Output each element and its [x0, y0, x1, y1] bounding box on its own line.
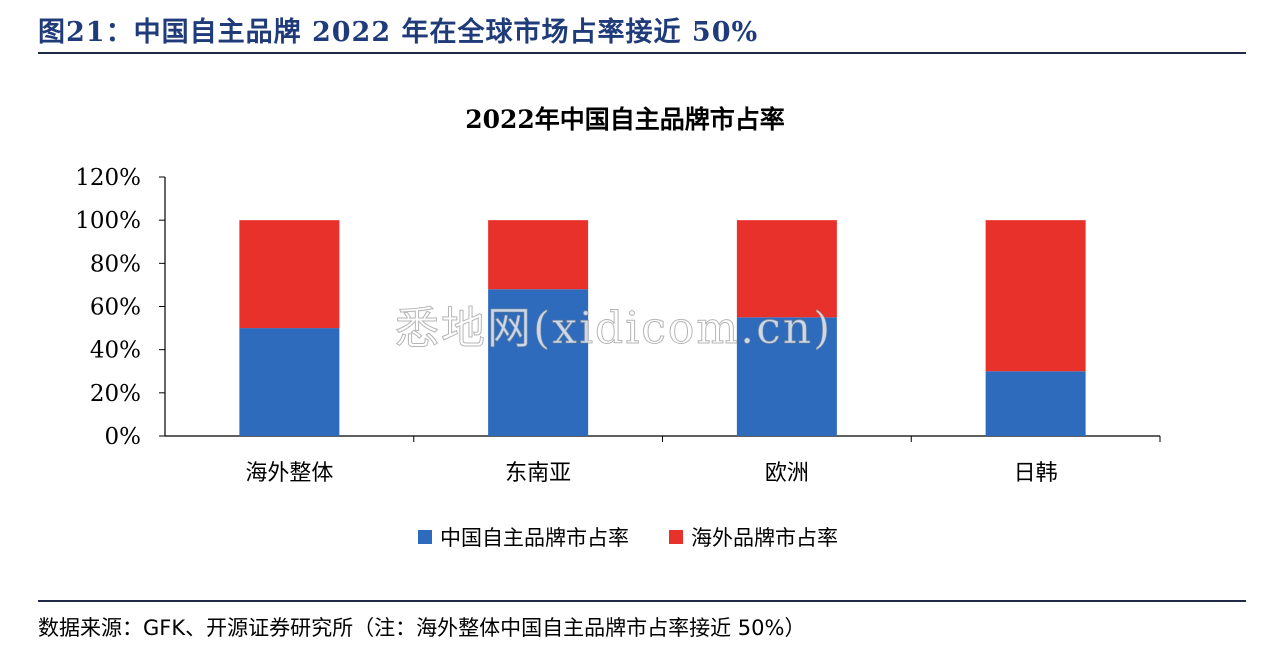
y-tick-label: 100% — [75, 208, 141, 234]
x-tick-label: 欧洲 — [765, 461, 809, 486]
y-tick-label: 40% — [90, 338, 141, 364]
x-tick-label: 东南亚 — [505, 461, 571, 486]
y-tick-label: 80% — [90, 251, 141, 277]
legend-label-china: 中国自主品牌市占率 — [440, 526, 629, 550]
bar-segment — [736, 317, 837, 436]
y-tick-label: 20% — [90, 381, 141, 407]
y-tick-label: 120% — [75, 165, 141, 191]
legend-item-china: 中国自主品牌市占率 — [418, 522, 629, 552]
bottom-rule — [38, 600, 1246, 602]
top-rule — [38, 52, 1246, 54]
figure-title: 图21：中国自主品牌 2022 年在全球市场占率接近 50% — [38, 17, 759, 48]
source-note: 数据来源：GFK、开源证券研究所（注：海外整体中国自主品牌市占率接近 50%） — [38, 616, 806, 640]
bar-segment — [488, 289, 589, 436]
legend: 中国自主品牌市占率 海外品牌市占率 — [0, 522, 1256, 552]
legend-swatch-overseas — [669, 530, 683, 544]
legend-item-overseas: 海外品牌市占率 — [669, 522, 838, 552]
bar-segment — [985, 371, 1086, 436]
bar-segment — [239, 328, 340, 436]
bar-segment — [239, 220, 340, 329]
y-tick-label: 60% — [90, 295, 141, 321]
legend-swatch-china — [418, 530, 432, 544]
x-tick-label: 海外整体 — [245, 461, 333, 486]
bar-segment — [985, 220, 1086, 372]
y-tick-label: 0% — [105, 424, 142, 450]
legend-label-overseas: 海外品牌市占率 — [691, 526, 838, 550]
chart-title: 2022年中国自主品牌市占率 — [465, 105, 785, 134]
x-tick-label: 日韩 — [1014, 461, 1058, 486]
bar-segment — [488, 220, 589, 290]
bar-segment — [736, 220, 837, 318]
watermark: 悉地网(xidicom.cn) — [394, 303, 833, 355]
